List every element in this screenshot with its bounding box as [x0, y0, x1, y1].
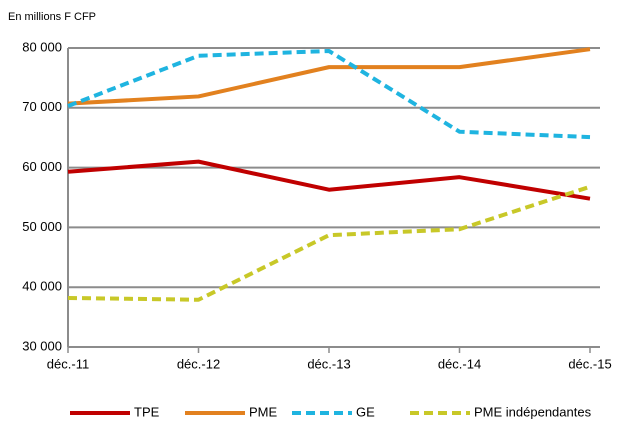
series-line [67, 47, 591, 106]
x-tick-label: déc.-15 [568, 356, 611, 371]
y-tick-label: 80 000 [22, 39, 62, 54]
legend-label: GE [356, 404, 375, 419]
x-tick-label: déc.-13 [307, 356, 350, 371]
series-line [67, 48, 591, 140]
y-tick-label: 60 000 [22, 159, 62, 174]
subtitle: En millions F CFP [8, 11, 96, 23]
x-tick-label: déc.-11 [47, 356, 89, 371]
series-line [67, 159, 591, 201]
y-tick-label: 70 000 [22, 99, 62, 114]
y-tick-label: 50 000 [22, 219, 62, 234]
legend-label: PME [249, 404, 278, 419]
series-line [67, 184, 591, 302]
x-tick-label: déc.-14 [438, 356, 481, 371]
legend-label: PME indépendantes [474, 404, 592, 419]
x-tick-label: déc.-12 [177, 356, 220, 371]
y-tick-label: 30 000 [22, 338, 62, 353]
y-tick-label: 40 000 [22, 279, 62, 294]
legend-label: TPE [134, 404, 160, 419]
